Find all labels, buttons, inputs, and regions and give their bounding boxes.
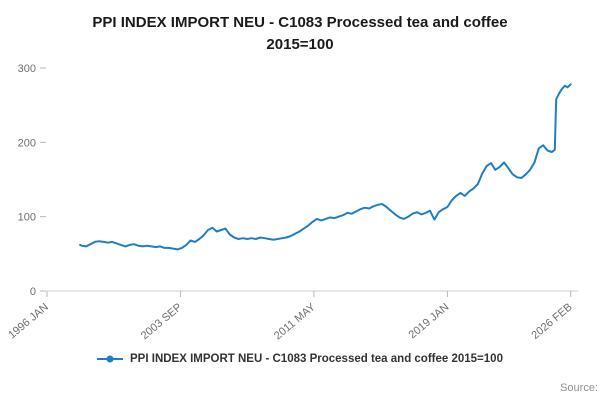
legend-label: PPI INDEX IMPORT NEU - C1083 Processed t… <box>130 352 503 365</box>
source-note: Source: <box>560 382 598 394</box>
series-line <box>79 82 572 250</box>
chart-title-line2: 2015=100 <box>266 35 334 53</box>
legend-item[interactable]: PPI INDEX IMPORT NEU - C1083 Processed t… <box>0 353 600 365</box>
axes: 0 100 200 300 1996 JAN 2003 SEP 2011 MAY 2019 J… <box>6 63 578 342</box>
line-chart: 0 100 200 300 1996 JAN 2003 SEP 2011 MAY 2019 J… <box>6 63 578 342</box>
x-tick-label: 1996 JAN <box>6 301 51 341</box>
chart-title: PPI INDEX IMPORT NEU - C1083 Processed t… <box>14 12 586 56</box>
y-tick-label: 300 <box>18 63 36 75</box>
y-tick-label: 0 <box>30 286 36 298</box>
y-tick-label: 200 <box>18 137 36 149</box>
legend-line-marker <box>97 355 124 362</box>
x-tick-label: 2026 FEB <box>529 301 574 342</box>
x-tick-label: 2011 MAY <box>272 300 318 342</box>
chart-title-line1: PPI INDEX IMPORT NEU - C1083 Processed t… <box>92 14 508 31</box>
x-tick-label: 2003 SEP <box>139 301 185 342</box>
x-tick-label: 2019 JAN <box>407 301 452 341</box>
y-tick-label: 100 <box>18 211 36 223</box>
